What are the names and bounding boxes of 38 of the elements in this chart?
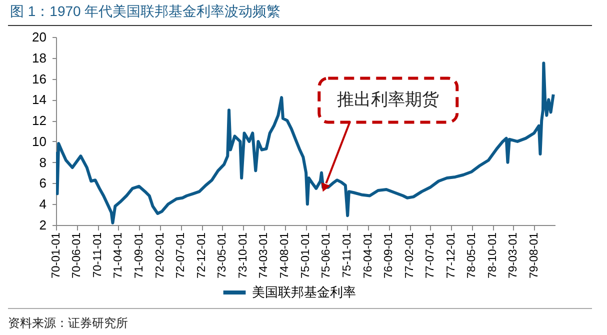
text: 资料来源：证券研究所 [8,308,592,332]
legend-label: 美国联邦基金利率 [252,284,356,300]
x-tick-label: 73-10-01 [238,232,250,279]
y-tick-label: 14 [32,92,46,108]
x-tick-label: 77-12-01 [446,232,458,279]
x-tick-label: 72-07-01 [175,232,188,279]
x-tick-label: 78-05-01 [466,232,478,279]
y-tick-label: 4 [39,196,46,212]
x-tick-label: 75-11-01 [342,232,354,278]
y-tick-label: 2 [39,218,46,232]
y-tick-label: 12 [32,113,46,128]
x-tick-label: 77-07-01 [424,232,437,279]
x-tick-label: 70-06-01 [71,232,84,279]
x-tick-label: 70-11-01 [92,232,104,278]
y-tick-label: 8 [39,154,46,170]
x-tick-label: 76-04-01 [362,232,374,279]
x-tick-label: 72-12-01 [196,232,208,279]
x-tick-label: 76-09-01 [383,232,396,279]
x-tick-label: 77-02-01 [404,232,416,279]
chart-title: 图 1：1970 年代美国联邦基金利率波动频繁 [8,0,592,26]
x-tick-label: 70-01-01 [50,232,62,279]
x-tick-label: 75-06-01 [320,232,333,279]
annotation: 推出利率期货 [337,90,440,110]
x-tick-label: 72-02-01 [154,232,166,279]
y-tick-label: 16 [32,71,46,86]
y-tick-label: 6 [39,176,46,191]
x-tick-label: 73-05-01 [216,232,229,279]
x-tick-label: 75-01-01 [300,232,312,279]
y-tick-label: 20 [32,30,46,44]
x-tick-label: 74-08-01 [279,232,292,279]
x-tick-label: 79-08-01 [528,232,541,279]
x-tick-label: 71-09-01 [134,232,146,279]
x-tick-label: 79-03-01 [508,232,520,279]
y-tick-label: 18 [32,50,46,66]
x-tick-label: 71-04-01 [112,232,125,279]
x-tick-label: 78-10-01 [487,232,500,279]
y-tick-label: 10 [32,134,46,149]
x-tick-label: 74-03-01 [258,232,270,279]
